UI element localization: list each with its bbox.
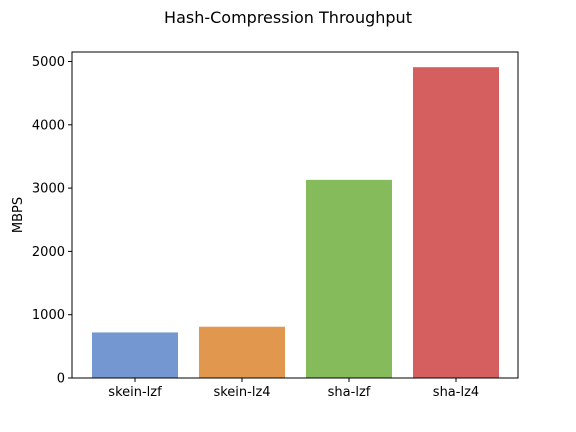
y-tick-label: 2000 (32, 245, 65, 260)
bar-sha-lzf (306, 179, 392, 378)
x-tick-label: sha-lz4 (433, 385, 479, 400)
bar-skein-lzf (92, 332, 178, 378)
x-tick-label: sha-lzf (328, 385, 371, 400)
x-tick-label: skein-lz4 (213, 385, 270, 400)
y-axis-label: MBPS (11, 197, 26, 233)
bar-skein-lz4 (199, 326, 285, 378)
y-tick-label: 1000 (32, 308, 65, 323)
y-tick-label: 5000 (32, 55, 65, 70)
y-tick-label: 4000 (32, 118, 65, 133)
x-tick-label: skein-lzf (108, 385, 162, 400)
chart-title: Hash-Compression Throughput (164, 8, 412, 27)
bars-group (92, 67, 499, 378)
y-tick-label: 0 (57, 372, 65, 387)
x-axis-ticks: skein-lzf skein-lz4 sha-lzf sha-lz4 (108, 378, 479, 400)
plot-frame (71, 51, 519, 379)
y-tick-label: 3000 (32, 182, 65, 197)
bar-sha-lz4 (413, 67, 499, 378)
y-axis-ticks: 0 1000 2000 3000 4000 5000 (32, 55, 72, 387)
